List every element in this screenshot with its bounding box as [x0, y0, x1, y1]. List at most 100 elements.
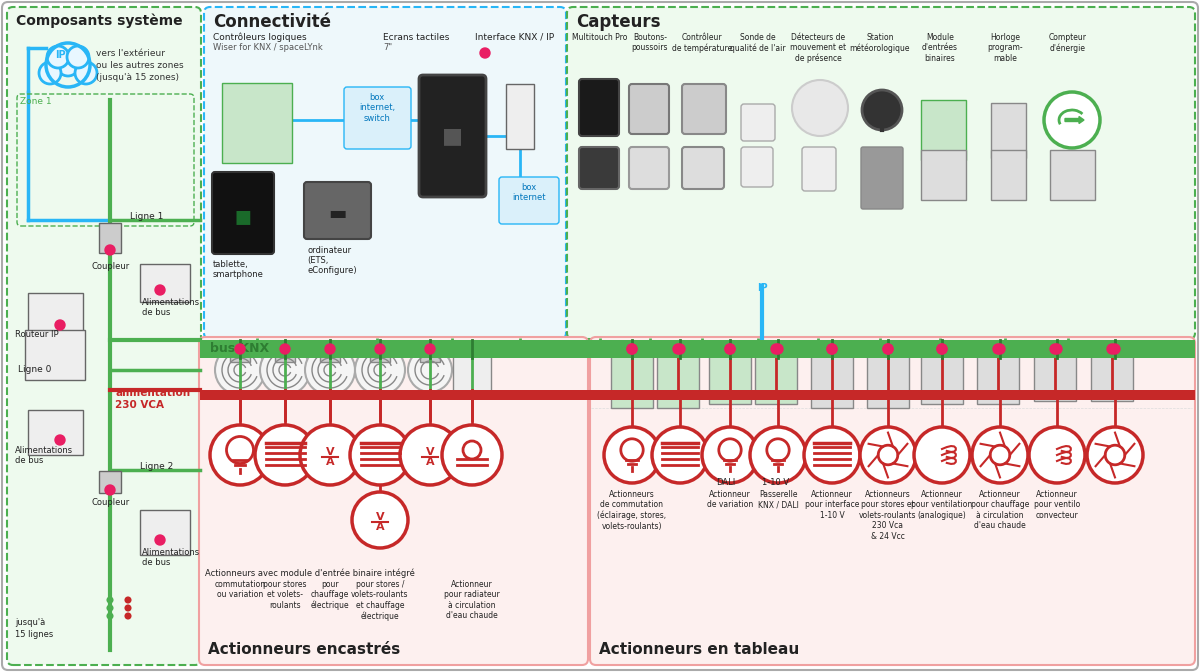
Circle shape [883, 344, 893, 354]
Text: 15 lignes: 15 lignes [14, 630, 53, 639]
Circle shape [425, 344, 436, 354]
Text: Actionneurs
de commutation
(éclairage, stores,
volets-roulants): Actionneurs de commutation (éclairage, s… [598, 490, 666, 531]
Circle shape [827, 344, 838, 354]
Circle shape [914, 427, 970, 483]
Circle shape [652, 427, 708, 483]
Text: Module
d'entrées
binaires: Module d'entrées binaires [922, 33, 958, 62]
Circle shape [108, 614, 113, 618]
Circle shape [1110, 344, 1120, 354]
FancyBboxPatch shape [419, 75, 486, 197]
Circle shape [376, 391, 384, 399]
Bar [230, 352, 250, 362]
Circle shape [1087, 427, 1142, 483]
Circle shape [1044, 92, 1100, 148]
Text: Station
météorologique: Station météorologique [850, 33, 911, 53]
Circle shape [236, 391, 244, 399]
Bar [222, 83, 292, 163]
Text: pour stores /
volets-roulants
et chauffage
électrique: pour stores / volets-roulants et chauffa… [352, 580, 409, 621]
Circle shape [155, 535, 166, 545]
Text: ou les autres zones: ou les autres zones [96, 61, 184, 70]
Text: Ligne 2: Ligne 2 [140, 462, 173, 471]
Circle shape [804, 427, 860, 483]
Text: 230 VCA: 230 VCA [115, 400, 164, 410]
FancyBboxPatch shape [212, 172, 274, 254]
Text: Passerelle
KNX / DALI: Passerelle KNX / DALI [757, 490, 798, 509]
Bar [866, 343, 910, 407]
FancyBboxPatch shape [199, 337, 588, 665]
Circle shape [280, 344, 290, 354]
Circle shape [480, 48, 490, 58]
Circle shape [628, 344, 637, 354]
Text: (ETS,: (ETS, [307, 256, 329, 265]
Text: IP: IP [757, 283, 767, 293]
Bar [140, 509, 190, 554]
Text: bus KNX: bus KNX [210, 342, 269, 355]
Bar [98, 223, 121, 253]
FancyBboxPatch shape [304, 182, 371, 239]
Text: ▪: ▪ [234, 202, 252, 230]
Circle shape [772, 344, 781, 354]
Text: V: V [376, 512, 384, 522]
Bar [920, 100, 966, 160]
Text: box
internet: box internet [512, 183, 546, 202]
Circle shape [350, 425, 410, 485]
Text: ordinateur: ordinateur [307, 246, 352, 255]
Text: Actionneurs
pour stores et
volets-roulants
230 Vca
& 24 Vcc: Actionneurs pour stores et volets-roulan… [859, 490, 917, 540]
Text: Ligne 1: Ligne 1 [130, 212, 163, 221]
Circle shape [995, 344, 1006, 354]
Circle shape [126, 605, 131, 610]
Circle shape [750, 427, 806, 483]
Circle shape [281, 391, 289, 399]
Bar [98, 471, 121, 493]
Text: IP: IP [55, 50, 65, 60]
FancyBboxPatch shape [742, 147, 773, 187]
Bar [200, 340, 1195, 358]
Text: Boutons-
poussoirs: Boutons- poussoirs [631, 33, 668, 52]
Text: Compteur
d'énergie: Compteur d'énergie [1049, 33, 1087, 53]
Text: Actionneur
pour ventilation
(analogique): Actionneur pour ventilation (analogique) [911, 490, 973, 520]
Circle shape [374, 344, 385, 354]
Circle shape [210, 425, 270, 485]
Text: Routeur IP: Routeur IP [14, 330, 59, 339]
Text: Composants système: Composants système [16, 14, 182, 28]
Text: Contrôleurs logiques: Contrôleurs logiques [214, 33, 307, 42]
Circle shape [47, 46, 70, 68]
Bar [420, 352, 440, 362]
Text: Ligne 0: Ligne 0 [18, 365, 52, 374]
Circle shape [862, 90, 902, 130]
Circle shape [155, 285, 166, 295]
Circle shape [300, 425, 360, 485]
Bar [1034, 349, 1076, 401]
Text: Sonde de
qualité de l'air: Sonde de qualité de l'air [730, 33, 786, 53]
Circle shape [773, 344, 784, 354]
Circle shape [883, 344, 893, 354]
Bar [920, 150, 966, 200]
Circle shape [55, 320, 65, 330]
Text: pour stores
et volets-
roulants: pour stores et volets- roulants [263, 580, 307, 610]
Circle shape [67, 46, 89, 68]
Bar [200, 390, 1195, 400]
Text: Alimentations
de bus: Alimentations de bus [14, 446, 73, 466]
Circle shape [628, 344, 637, 354]
Bar [275, 352, 295, 362]
Bar [140, 264, 190, 302]
Text: pour
chauffage
électrique: pour chauffage électrique [311, 580, 349, 610]
Text: Actionneur
pour radiateur
à circulation
d'eau chaude: Actionneur pour radiateur à circulation … [444, 580, 500, 620]
Circle shape [106, 245, 115, 255]
Text: ▬: ▬ [328, 204, 346, 222]
Circle shape [400, 425, 460, 485]
FancyBboxPatch shape [580, 147, 619, 189]
Circle shape [108, 605, 113, 610]
Text: Alimentations
de bus: Alimentations de bus [142, 298, 200, 317]
Text: Coupleur: Coupleur [92, 262, 131, 271]
Text: Actionneurs encastrés: Actionneurs encastrés [208, 642, 401, 657]
Circle shape [55, 435, 65, 445]
Text: Horloge
program-
mable: Horloge program- mable [988, 33, 1022, 62]
FancyBboxPatch shape [682, 147, 724, 189]
Circle shape [725, 344, 734, 354]
Circle shape [702, 427, 758, 483]
Text: box
internet,
switch: box internet, switch [359, 93, 395, 123]
Text: A: A [426, 457, 434, 467]
Circle shape [725, 344, 734, 354]
Text: alimentation: alimentation [115, 388, 190, 398]
